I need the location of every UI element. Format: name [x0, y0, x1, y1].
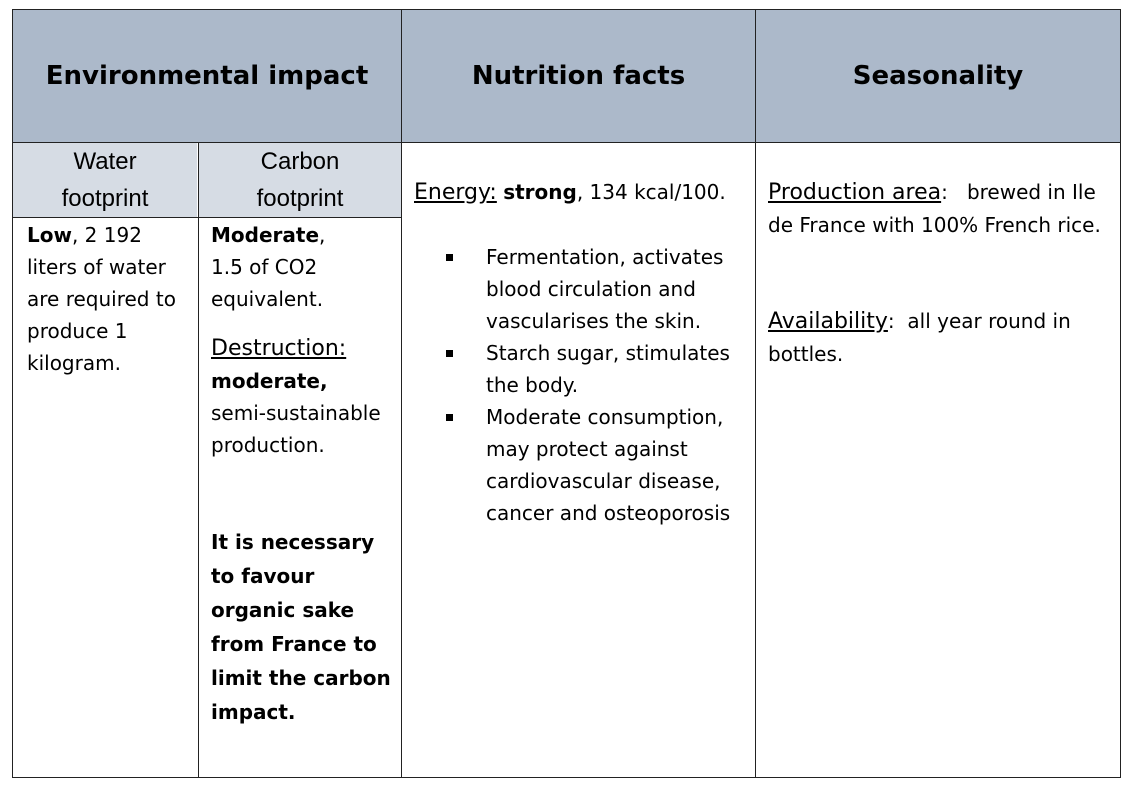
header-nutrition-facts: Nutrition facts [402, 10, 755, 142]
subheader-water-footprint: Water footprint [13, 143, 197, 217]
carbon-note: It is necessary to favour organic sake f… [211, 530, 391, 724]
subheader-carbon-footprint: Carbon footprint [199, 143, 401, 217]
nutrition-cell: Energy: strong, 134 kcal/100. Fermentati… [414, 176, 749, 529]
carbon-footprint-cell: Moderate, 1.5 of CO2 equivalent. Destruc… [211, 219, 391, 729]
column-divider [755, 10, 756, 777]
availability-label: Availability [768, 309, 888, 334]
bullet-square-icon [446, 254, 453, 261]
production-area-label: Production area [768, 180, 942, 205]
header-environmental-impact: Environmental impact [13, 10, 401, 142]
header-seasonality: Seasonality [756, 10, 1120, 142]
bullet-square-icon [446, 414, 453, 421]
column-divider [198, 142, 199, 777]
list-item: Moderate consumption, may protect agains… [414, 401, 749, 529]
bullet-square-icon [446, 350, 453, 357]
energy-label: Energy: [414, 180, 497, 205]
seasonality-cell: Production area: brewed in Ile de France… [768, 180, 1101, 366]
list-item: Starch sugar, stimulates the body. [414, 337, 749, 401]
column-divider [401, 10, 402, 777]
list-item: Fermentation, activates blood circulatio… [414, 241, 749, 337]
subheader-divider [13, 217, 401, 218]
info-table: Environmental impact Nutrition facts Sea… [12, 9, 1121, 778]
nutrition-bullet-list: Fermentation, activates blood circulatio… [414, 241, 749, 529]
header-divider [13, 142, 1120, 143]
destruction-label: Destruction: [211, 336, 347, 361]
water-footprint-cell: Low, 2 192 liters of water are required … [27, 223, 176, 375]
